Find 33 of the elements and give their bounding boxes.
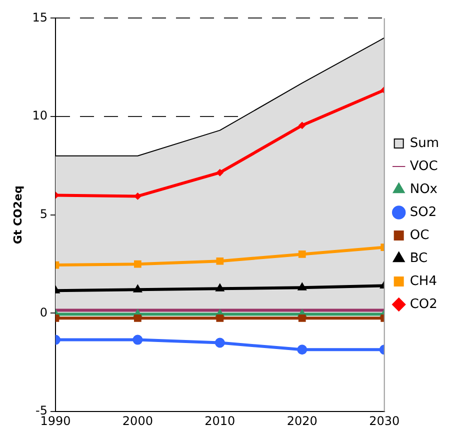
point [216,284,224,292]
point [298,314,306,322]
point [216,257,224,265]
legend-label: OC [410,228,430,243]
x-tick-label: 1990 [40,414,71,428]
point [134,192,142,200]
x-tick-label: 2020 [286,414,318,428]
point [298,250,306,258]
y-axis-title: Gt CO2eq [11,186,24,244]
legend-label: CH4 [410,274,437,289]
point [133,284,142,292]
point [132,334,143,345]
point [297,344,308,355]
x-tick-label: 2010 [204,414,236,428]
legend-label: VOC [410,158,438,174]
point [134,260,142,268]
y-tick-label: 5 [40,207,48,222]
legend-label: SO2 [410,204,437,220]
legend-label: Sum [410,136,439,151]
x-tick-label: 2030 [369,414,400,428]
legend-label: NOx [410,182,438,197]
point [134,314,142,322]
legend-label: BC [410,250,428,266]
point [216,169,224,176]
x-tick-label: 2000 [122,414,153,428]
point [216,314,224,322]
y-tick-label: 10 [32,108,48,123]
y-tick-label: 15 [32,10,48,24]
point [214,338,225,348]
legend-label: CO2 [410,296,438,312]
point [298,122,306,129]
point [298,282,307,290]
y-tick-label: 0 [40,305,48,320]
